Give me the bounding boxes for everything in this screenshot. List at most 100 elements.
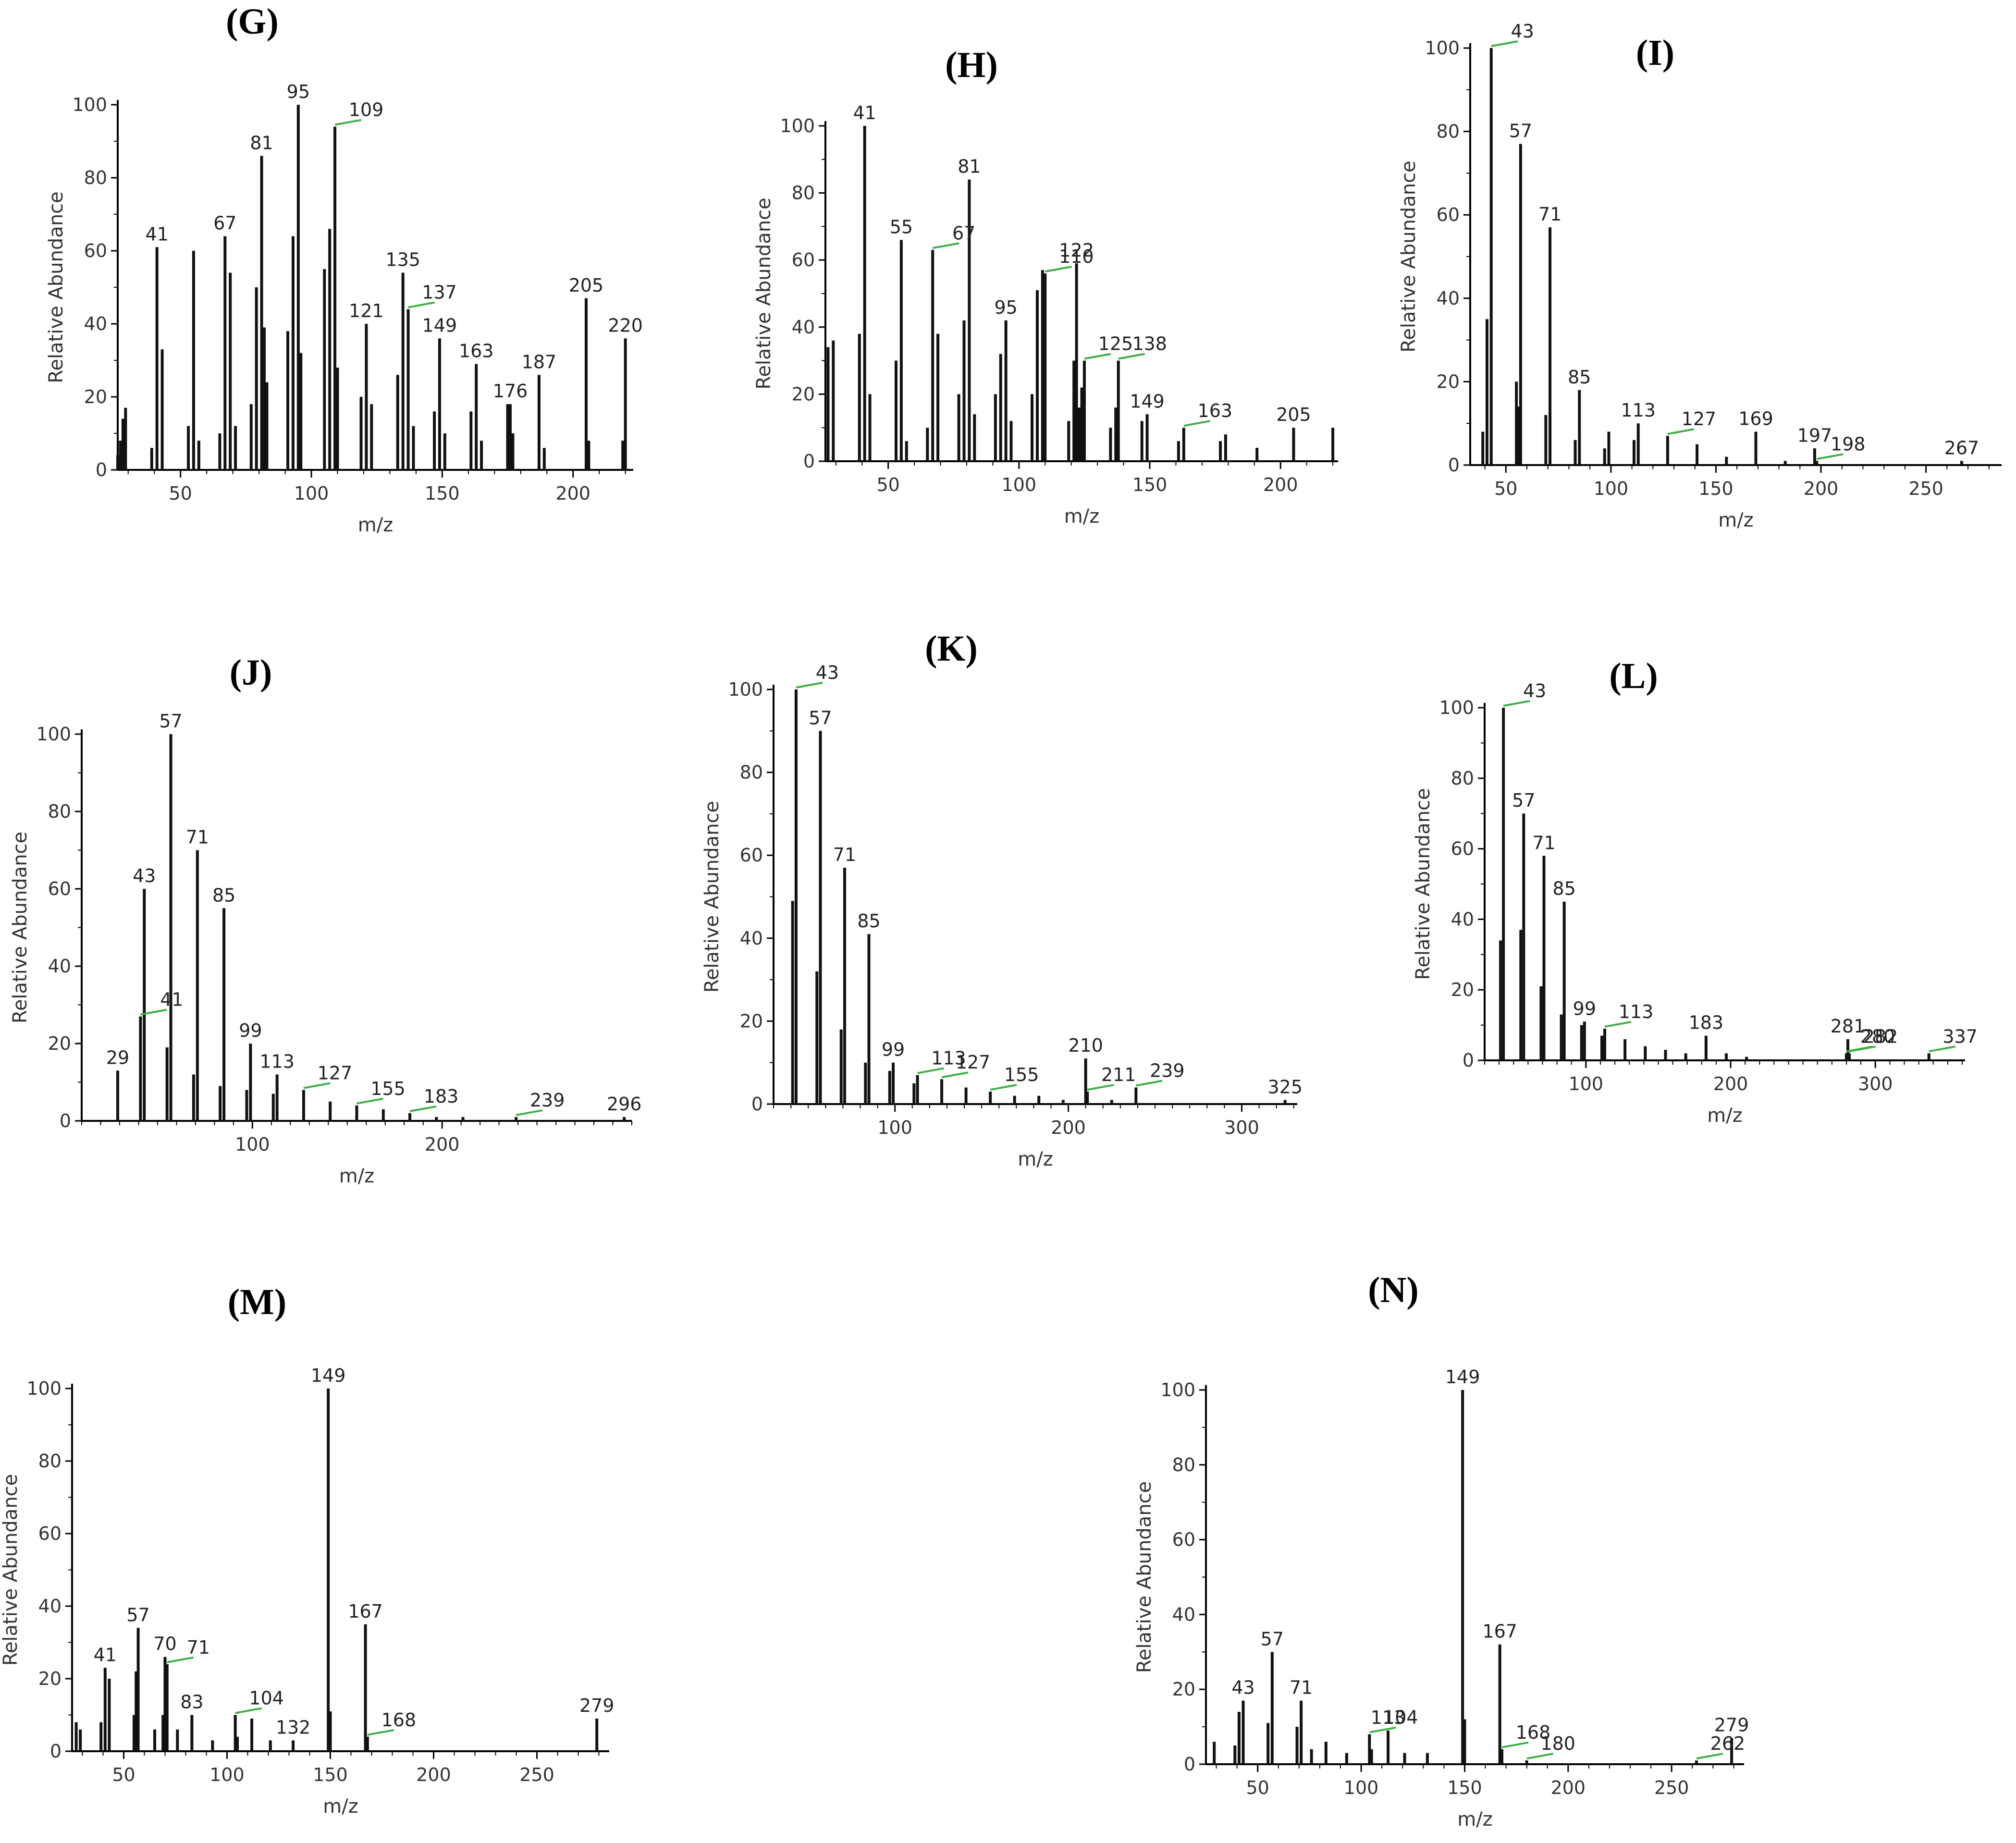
y-tick-label: 100: [36, 724, 71, 745]
label-leader-line: [140, 1008, 167, 1016]
peak-label: 211: [1101, 1064, 1136, 1085]
y-axis-title: Relative Abundance: [753, 197, 775, 389]
peak-label: 163: [1198, 400, 1233, 421]
y-tick-label: 0: [50, 1741, 61, 1762]
peak-label: 187: [522, 351, 557, 372]
y-tick-label: 60: [1451, 838, 1474, 860]
peak-label: 57: [1261, 1628, 1284, 1649]
x-tick-label: 150: [1132, 474, 1168, 495]
peak-label: 71: [1538, 204, 1561, 225]
peak-label: 220: [608, 315, 643, 336]
y-tick-label: 60: [38, 1523, 61, 1544]
x-axis-title: m/z: [1018, 1148, 1053, 1170]
x-axis-title: m/z: [1457, 1808, 1492, 1831]
peak-label: 71: [833, 844, 856, 865]
peak-label: 109: [349, 99, 384, 121]
peak-label: 132: [276, 1717, 311, 1738]
y-tick-label: 100: [72, 94, 107, 115]
label-leader-line: [303, 1082, 331, 1089]
peak-label: 279: [579, 1695, 615, 1716]
peak-label: 57: [1509, 121, 1532, 142]
x-tick-label: 150: [425, 483, 460, 504]
peak-label: 43: [1231, 1677, 1254, 1698]
spectrum-panel-k: (K) 0 20 40 60 80 100 100 200 300 m/z Relative Abun…: [701, 628, 1303, 1170]
peak-label: 41: [160, 989, 183, 1010]
peak-label: 239: [530, 1090, 565, 1111]
x-tick-label: 100: [294, 483, 329, 504]
label-leader-line: [917, 1067, 944, 1074]
peak-label: 279: [1714, 1714, 1749, 1735]
peak-label: 155: [1004, 1064, 1039, 1085]
peak-label: 155: [370, 1078, 406, 1099]
spectrum-panel-l: (L) 0 20 40 60 80 100 100 200 300 m/z Relative Abun…: [1412, 656, 1978, 1127]
y-axis-title: Relative Abundance: [701, 801, 723, 993]
peak-label: 113: [259, 1051, 295, 1072]
x-tick-label: 200: [1713, 1073, 1748, 1094]
label-leader-line: [367, 1729, 394, 1736]
label-leader-line: [1084, 353, 1111, 360]
peak-label: 41: [94, 1644, 117, 1665]
peak-label: 43: [1523, 680, 1546, 701]
x-tick-label: 300: [1858, 1073, 1893, 1094]
peak-label: 113: [1371, 1707, 1406, 1728]
panel-title: (G): [226, 1, 279, 42]
peak-label: 135: [385, 249, 420, 270]
y-axis-title: Relative Abundance: [0, 1474, 22, 1666]
peak-label: 197: [1797, 425, 1832, 446]
peak-label: 169: [1738, 408, 1773, 430]
peak-label: 85: [1552, 878, 1575, 899]
y-tick-label: 40: [740, 928, 763, 949]
label-leader-line: [1849, 1045, 1876, 1053]
peak-label: 296: [607, 1094, 642, 1115]
y-tick-label: 20: [740, 1010, 763, 1032]
y-tick-label: 60: [1172, 1529, 1195, 1550]
peak-label: 55: [890, 216, 913, 237]
y-tick-label: 100: [728, 679, 763, 700]
y-axis-title: Relative Abundance: [1412, 788, 1434, 980]
y-tick-label: 0: [1463, 1050, 1474, 1071]
label-leader-line: [1045, 266, 1072, 273]
label-leader-line: [408, 301, 435, 308]
peak-label: 85: [212, 885, 235, 906]
label-leader-line: [932, 242, 959, 249]
y-tick-label: 20: [84, 386, 107, 407]
y-tick-label: 20: [38, 1668, 61, 1689]
x-tick-label: 100: [1594, 478, 1629, 499]
peak-label: 149: [422, 315, 457, 336]
y-axis-title: Relative Abundance: [9, 832, 31, 1023]
label-leader-line: [990, 1084, 1017, 1091]
peak-label: 71: [1532, 832, 1555, 853]
x-tick-label: 100: [235, 1134, 270, 1155]
y-tick-label: 80: [792, 183, 815, 204]
peak-label: 281: [1831, 1016, 1866, 1037]
label-leader-line: [1696, 1753, 1723, 1760]
peak-label: 121: [349, 300, 384, 321]
label-leader-line: [1604, 1020, 1632, 1028]
peak-label: 137: [422, 282, 457, 303]
peak-label: 81: [250, 132, 273, 153]
y-tick-label: 60: [48, 878, 71, 899]
peak-label: 122: [1059, 240, 1094, 261]
peak-label: 262: [1710, 1733, 1746, 1754]
y-tick-label: 40: [84, 313, 107, 334]
peak-label: 57: [809, 707, 832, 728]
spectrum-panel-n: (N) 0 20 40 60 80 100 50 100 150 200 250 m/z Relative…: [1133, 1270, 1749, 1831]
peak-label: 57: [126, 1604, 149, 1625]
y-tick-label: 40: [1437, 288, 1460, 309]
label-leader-line: [1118, 353, 1145, 360]
label-leader-line: [1816, 453, 1844, 460]
label-leader-line: [941, 1071, 969, 1079]
peak-label: 67: [213, 213, 236, 234]
x-tick-label: 200: [1551, 1777, 1586, 1798]
peak-label: 168: [1516, 1722, 1551, 1743]
x-axis-title: m/z: [1707, 1105, 1742, 1127]
y-tick-label: 40: [1451, 909, 1474, 930]
x-tick-label: 150: [1447, 1777, 1482, 1798]
x-axis-title: m/z: [1718, 509, 1753, 531]
panel-title: (I): [1636, 33, 1674, 73]
x-tick-label: 50: [1246, 1777, 1269, 1798]
y-tick-label: 80: [84, 167, 107, 188]
panel-title: (H): [945, 45, 998, 85]
peak-label: 81: [958, 156, 981, 177]
